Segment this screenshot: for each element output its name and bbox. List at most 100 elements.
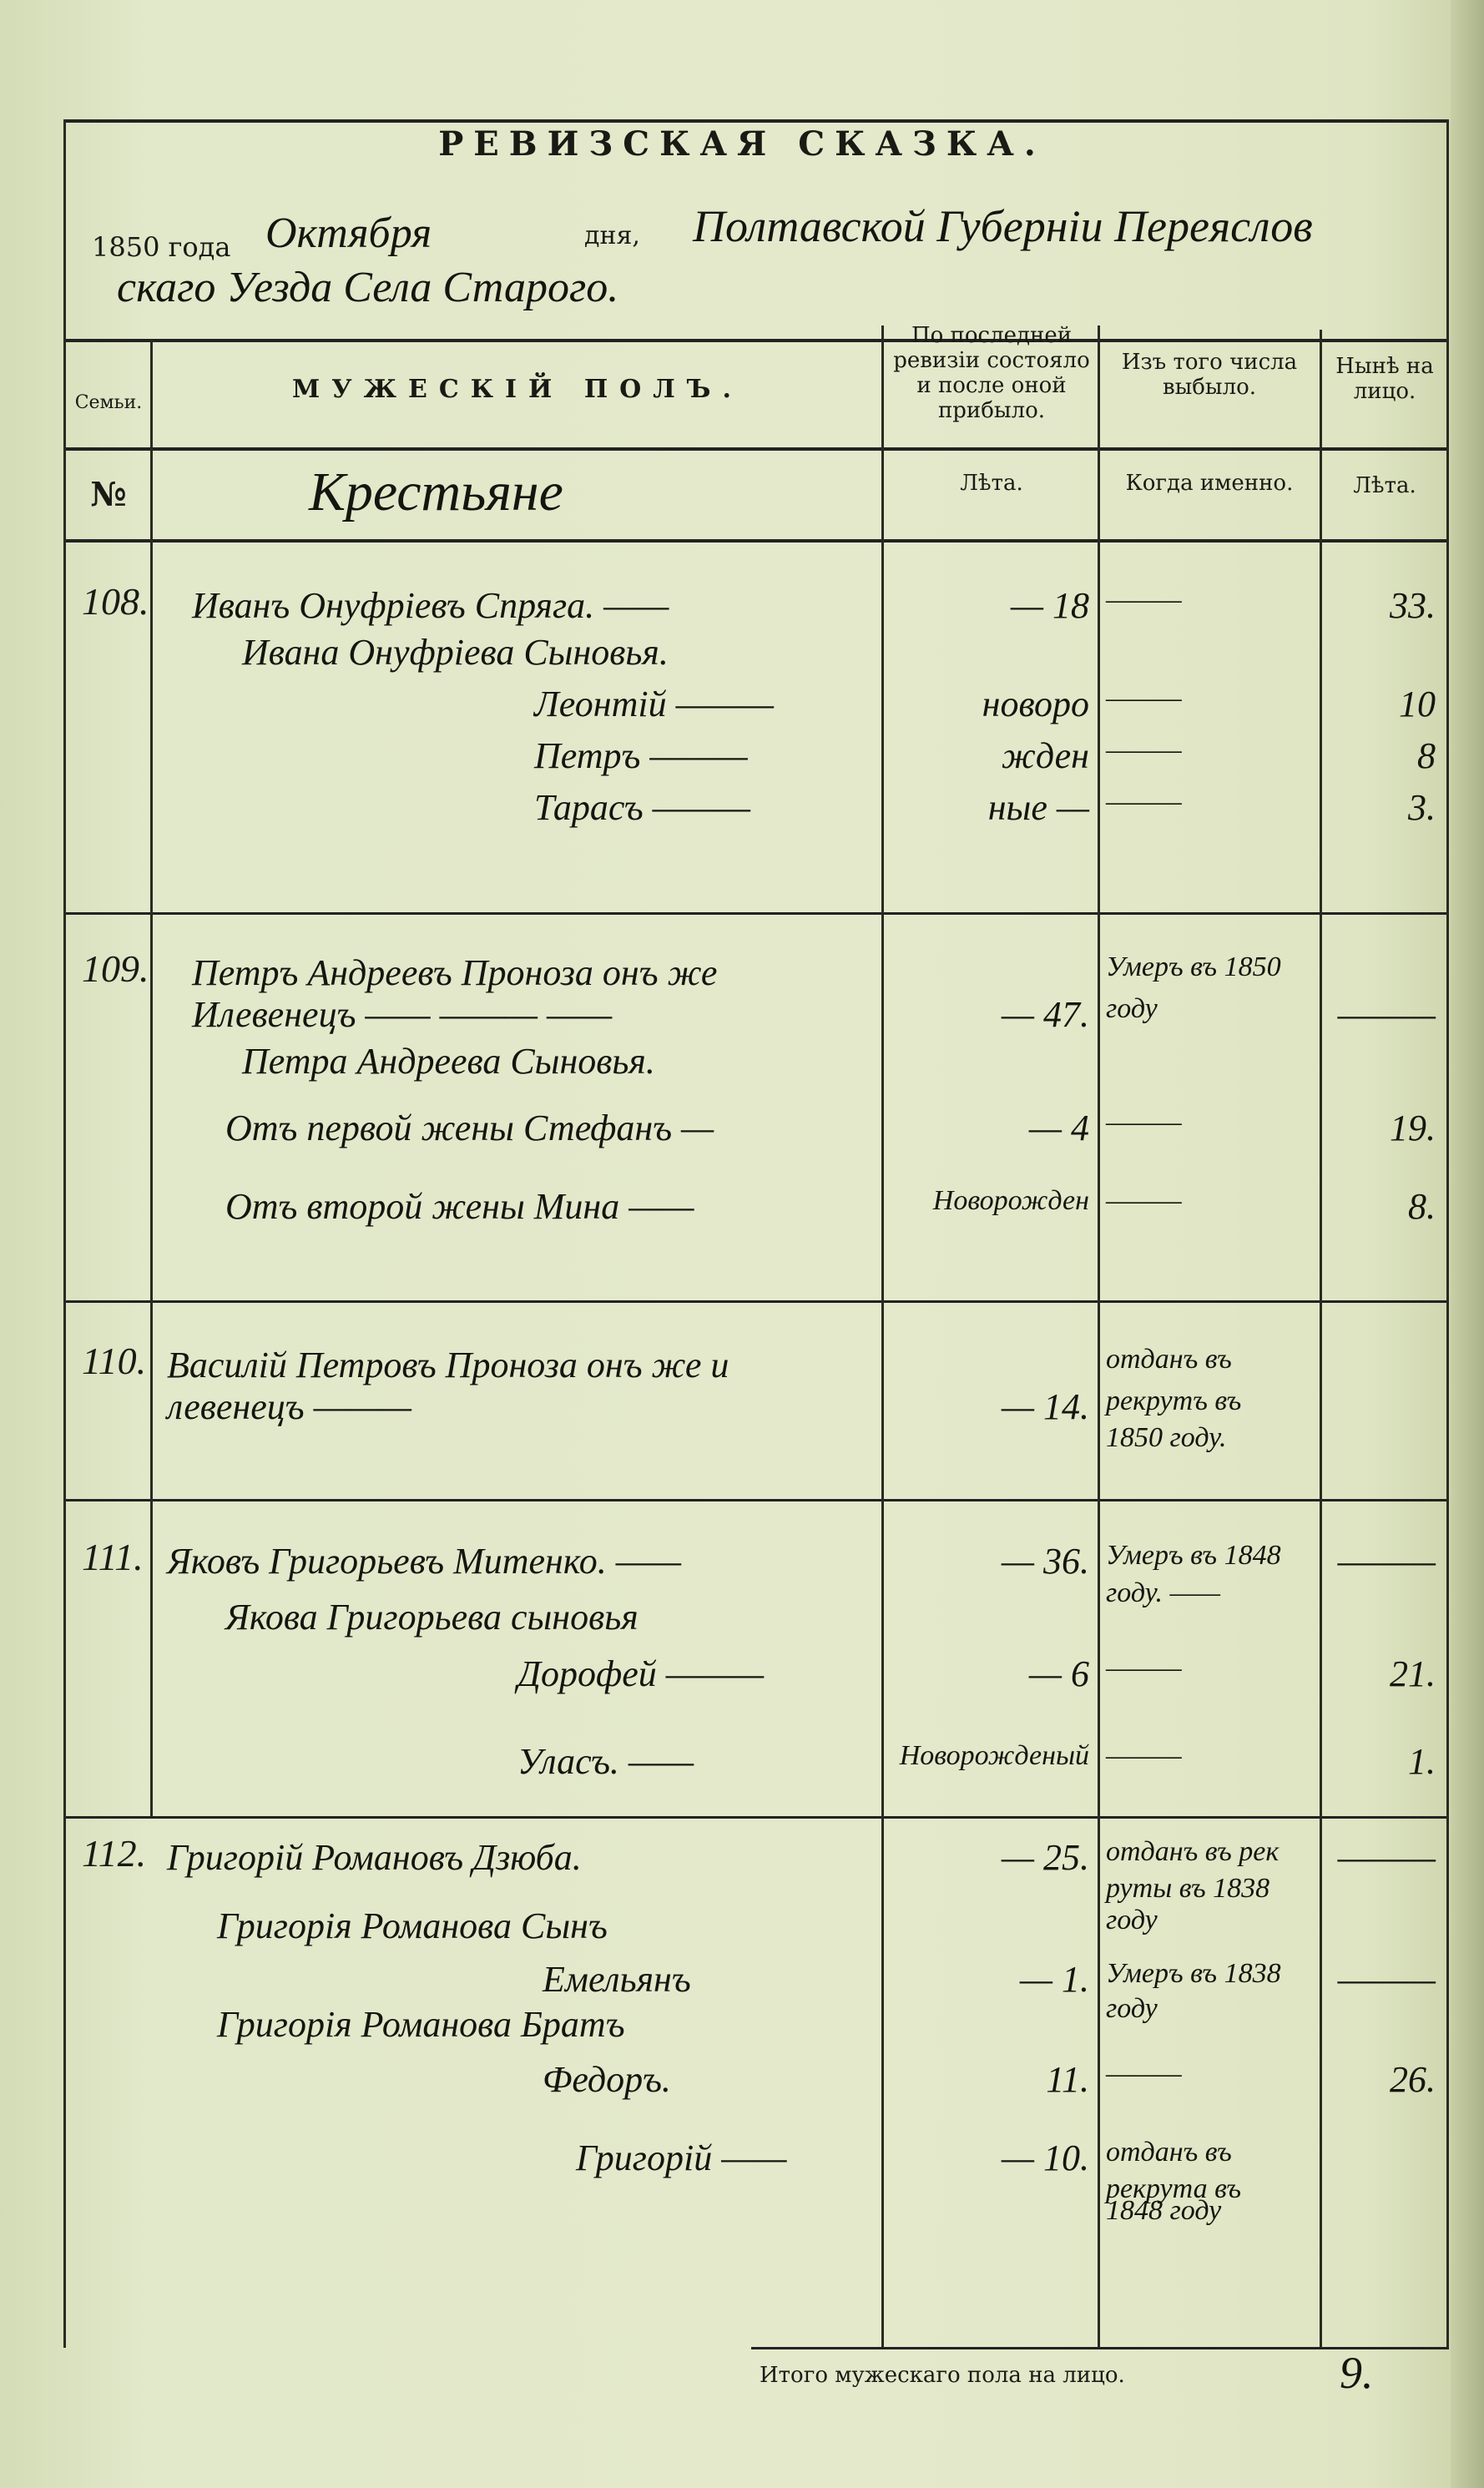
- entry-number: 109.: [82, 947, 149, 990]
- col-divider-1: [150, 339, 153, 1816]
- col-divider-4: [1320, 330, 1322, 2347]
- header-years: Лѣта.: [960, 471, 1023, 496]
- rule-subheader: [63, 447, 1449, 451]
- entry-now: ———: [1337, 1959, 1436, 2000]
- entry-name: Григорій Романовъ Дзюба.: [167, 1837, 582, 1878]
- header-male: МУЖЕСКІЙ ПОЛЪ.: [292, 375, 743, 404]
- entry-prev: — 6: [1028, 1653, 1089, 1694]
- entry-name: Григорія Романова Братъ: [217, 2004, 625, 2045]
- entry-when: ———: [1106, 1740, 1182, 1771]
- entry-name: Василій Петровъ Проноза онъ же и: [167, 1345, 729, 1385]
- entry-when: ———: [1106, 2058, 1182, 2089]
- header-present: Нынѣ на лицо.: [1335, 354, 1434, 404]
- month-handwritten: Октября: [265, 209, 432, 257]
- entry-now: ———: [1337, 1837, 1436, 1878]
- entry-prev: Новорожденый: [899, 1740, 1089, 1771]
- entry-when: отданъ въ: [1106, 1344, 1232, 1375]
- entry-when: Умеръ въ 1850: [1106, 951, 1281, 982]
- entry-now: 8: [1417, 735, 1436, 776]
- entry-when: году: [1106, 1905, 1158, 1935]
- entry-when: Умеръ въ 1848: [1106, 1540, 1281, 1571]
- rule-top: [63, 119, 1449, 123]
- day-printed: дня,: [584, 221, 640, 250]
- entry-name: Отъ первой жены Стефанъ —: [225, 1108, 714, 1148]
- entry-name: Уласъ. ——: [517, 1741, 694, 1782]
- entry-name: Емельянъ: [543, 1959, 691, 2000]
- document-title: РЕВИЗСКАЯ СКАЗКА.: [438, 124, 1046, 164]
- entry-name: Яковъ Григорьевъ Митенко. ——: [167, 1541, 681, 1582]
- entry-when: рекрутъ въ: [1106, 1385, 1242, 1416]
- entry-when: ———: [1106, 584, 1182, 615]
- entry-prev: — 25.: [1001, 1837, 1089, 1878]
- entry-name: Петръ Андреевъ Проноза онъ же: [192, 952, 718, 993]
- border-right: [1446, 119, 1449, 2348]
- entry-now: ———: [1337, 1541, 1436, 1582]
- entry-when: ———: [1106, 1185, 1182, 1216]
- estate-handwritten: Крестьяне: [309, 462, 563, 522]
- entry-name: Илевенецъ —— ——— ——: [192, 994, 613, 1035]
- place-line-2: скаго Уезда Села Старого.: [117, 264, 619, 311]
- entry-prev: — 10.: [1001, 2137, 1089, 2178]
- rule-header: [63, 339, 1449, 342]
- entry-prev: жден: [1001, 735, 1089, 776]
- border-left: [63, 119, 66, 2348]
- entry-prev: — 1.: [1019, 1959, 1089, 2000]
- entry-prev: ные —: [987, 787, 1089, 828]
- rule-footer: [751, 2347, 1449, 2349]
- header-prev-revision: По последней ревизіи состояло и после он…: [893, 323, 1090, 423]
- entry-now: 8.: [1408, 1186, 1436, 1227]
- footer-total: 9.: [1340, 2348, 1374, 2398]
- header-departed: Изъ того числа выбыло.: [1121, 350, 1298, 400]
- entry-name: Леонтій ———: [534, 684, 774, 724]
- entry-number: 110.: [82, 1340, 147, 1382]
- entry-name: Григорій ——: [576, 2137, 787, 2178]
- entry-when: ———: [1106, 1653, 1182, 1683]
- entry-prev: — 36.: [1001, 1541, 1089, 1582]
- entry-when: ———: [1106, 734, 1182, 765]
- entry-number: 108.: [82, 580, 149, 623]
- entry-when: рекрута въ: [1106, 2173, 1242, 2204]
- entry-name: Якова Григорьева сыновья: [225, 1597, 639, 1638]
- entry-name: Григорія Романова Сынъ: [217, 1905, 608, 1946]
- entry-now: 33.: [1390, 585, 1436, 626]
- entry-name: Иванъ Онуфріевъ Спряга. ——: [192, 585, 669, 626]
- rule-109: [63, 1300, 1449, 1303]
- col-divider-2: [881, 326, 884, 2347]
- entry-number: 112.: [82, 1832, 147, 1875]
- entry-when: Умеръ въ 1838: [1106, 1958, 1281, 1989]
- entry-name: Тарасъ ———: [534, 787, 751, 828]
- entry-prev: — 4: [1028, 1108, 1089, 1148]
- entry-name: левенецъ ———: [167, 1386, 412, 1427]
- header-number: №: [90, 475, 127, 514]
- entry-when: 1850 году.: [1106, 1422, 1227, 1453]
- page-edge: [1451, 0, 1484, 2488]
- entry-now: 19.: [1390, 1108, 1436, 1148]
- entry-name: Федоръ.: [543, 2059, 671, 2100]
- entry-number: 111.: [82, 1536, 144, 1578]
- header-family: Семьи.: [74, 392, 143, 413]
- rule-110: [63, 1499, 1449, 1501]
- entry-name: Ивана Онуфріева Сыновья.: [242, 632, 669, 673]
- place-line-1: Полтавской Губерніи Переяслов: [693, 201, 1313, 251]
- entry-now: 3.: [1408, 787, 1436, 828]
- entry-now: ———: [1337, 994, 1436, 1035]
- entry-when: ———: [1106, 683, 1182, 714]
- entry-prev: — 47.: [1001, 994, 1089, 1035]
- entry-when: отданъ въ рек: [1106, 1836, 1280, 1867]
- entry-when: году: [1106, 1993, 1158, 2024]
- entry-when: ———: [1106, 786, 1182, 817]
- entry-now: 10: [1399, 684, 1436, 724]
- entry-name: Отъ второй жены Мина ——: [225, 1186, 694, 1227]
- rule-body: [63, 539, 1449, 543]
- entry-name: Петръ ———: [534, 735, 748, 776]
- footer-label: Итого мужескаго пола на лицо.: [760, 2363, 1125, 2388]
- rule-108: [63, 912, 1449, 915]
- col-divider-3: [1098, 326, 1100, 2347]
- entry-when: году: [1106, 993, 1158, 1024]
- entry-when: отданъ въ: [1106, 2137, 1232, 2168]
- entry-name: Дорофей ———: [517, 1653, 765, 1694]
- entry-prev: Новорожден: [932, 1185, 1089, 1216]
- entry-now: 21.: [1390, 1653, 1436, 1694]
- header-years-now: Лѣта.: [1353, 473, 1416, 498]
